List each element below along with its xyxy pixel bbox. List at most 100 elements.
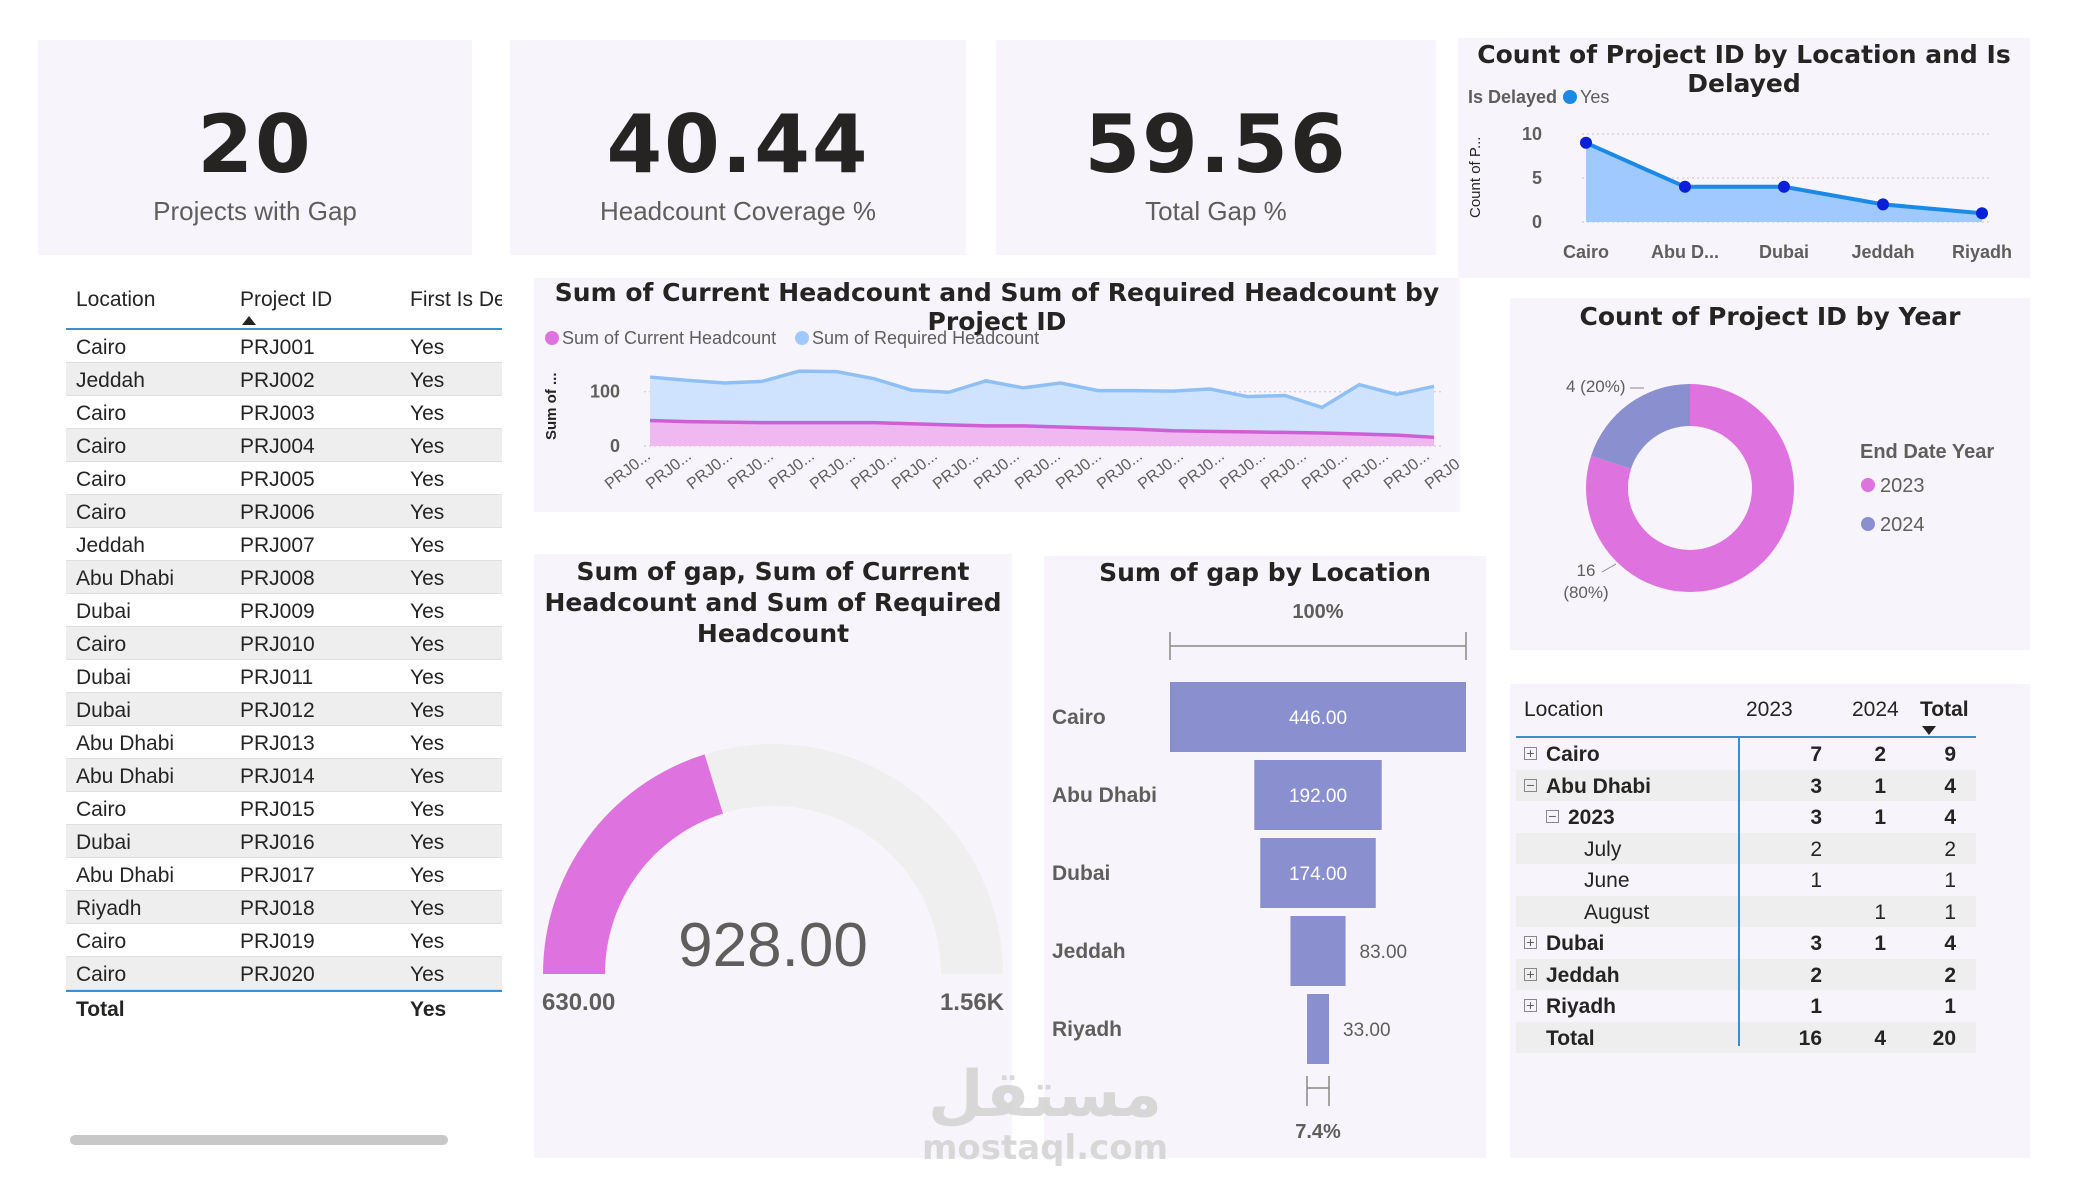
- y-axis-label: Sum of ...: [543, 373, 560, 441]
- table-row[interactable]: Cairo PRJ003 Yes: [66, 396, 502, 429]
- funnel-bar: [1290, 916, 1346, 986]
- table-row[interactable]: Dubai PRJ009 Yes: [66, 594, 502, 627]
- matrix-row[interactable]: July 2 2: [1516, 832, 1976, 864]
- cell-is-delayed: Yes: [410, 930, 445, 953]
- funnel-bar: [1170, 682, 1466, 752]
- x-tick-label: PRJ0...: [930, 447, 982, 493]
- table-row[interactable]: Abu Dhabi PRJ013 Yes: [66, 726, 502, 759]
- matrix-cell-v2024: 1: [1874, 932, 1886, 955]
- donut-label-2024: 4 (20%): [1566, 377, 1626, 396]
- table-row[interactable]: Cairo PRJ006 Yes: [66, 495, 502, 528]
- table-row[interactable]: Cairo PRJ019 Yes: [66, 924, 502, 957]
- table-row[interactable]: Abu Dhabi PRJ017 Yes: [66, 858, 502, 891]
- funnel-top-label: 100%: [1292, 601, 1343, 623]
- table-row[interactable]: Cairo PRJ015 Yes: [66, 792, 502, 825]
- matrix-cell-v2023: 2: [1810, 963, 1822, 987]
- x-tick-label: PRJ0...: [643, 447, 695, 493]
- expand-plus-icon[interactable]: +: [1524, 967, 1537, 981]
- x-tick-label: PRJ0...: [807, 447, 859, 493]
- cell-is-delayed: Yes: [410, 336, 445, 359]
- cell-project-id: PRJ008: [240, 567, 315, 590]
- delayed-chart: Is Delayed Yes Count of P... 10 5 0 Cairo Abu D…: [1467, 87, 2012, 262]
- expand-plus-icon[interactable]: +: [1524, 998, 1537, 1012]
- cell-project-id: PRJ003: [240, 402, 315, 425]
- matrix-cell-v2024: 2: [1874, 743, 1886, 766]
- cell-location: Dubai: [76, 699, 131, 722]
- matrix-row[interactable]: −2023 3 1 4: [1516, 801, 1976, 833]
- table-row[interactable]: Cairo PRJ005 Yes: [66, 462, 502, 495]
- col-header-project-id[interactable]: Project ID: [240, 288, 333, 311]
- cell-is-delayed: Yes: [410, 732, 445, 755]
- matrix-col-2023[interactable]: 2023: [1746, 698, 1793, 721]
- table-row[interactable]: Jeddah PRJ007 Yes: [66, 528, 502, 561]
- matrix-row[interactable]: − Abu Dhabi 3 1 4: [1516, 769, 1976, 801]
- funnel-value-label: 192.00: [1289, 786, 1347, 807]
- table-row[interactable]: Abu Dhabi PRJ008 Yes: [66, 561, 502, 594]
- kpi-value: 59.56: [1084, 98, 1348, 191]
- table-row[interactable]: Riyadh PRJ018 Yes: [66, 891, 502, 924]
- headcount-chart: Sum of Current Headcount Sum of Required …: [543, 328, 1460, 493]
- table-horizontal-scrollbar[interactable]: [70, 1135, 448, 1145]
- col-header-first-is-delayed[interactable]: First Is De: [410, 288, 502, 311]
- matrix-row[interactable]: June 1 1: [1516, 864, 1976, 896]
- delayed-chart-panel: Count of Project ID by Location and Is D…: [1458, 38, 2030, 278]
- matrix-cell-v2024: 4: [1874, 1026, 1886, 1050]
- cell-is-delayed: Yes: [410, 402, 445, 425]
- funnel-title: Sum of gap by Location: [1099, 558, 1431, 587]
- table-row[interactable]: Cairo PRJ004 Yes: [66, 429, 502, 462]
- matrix-row-label: Jeddah: [1546, 963, 1620, 987]
- table-row[interactable]: Abu Dhabi PRJ014 Yes: [66, 759, 502, 792]
- legend-entry: Yes: [1580, 87, 1609, 107]
- cell-project-id: PRJ002: [240, 369, 315, 392]
- table-row[interactable]: Cairo PRJ010 Yes: [66, 627, 502, 660]
- matrix-row[interactable]: August 1 1: [1516, 895, 1976, 927]
- x-tick-label: PRJ0...: [766, 447, 818, 493]
- funnel-value-label: 33.00: [1343, 1020, 1391, 1041]
- table-row[interactable]: Dubai PRJ016 Yes: [66, 825, 502, 858]
- x-tick-label: PRJ0...: [725, 447, 777, 493]
- data-point: [1580, 136, 1592, 149]
- table-row[interactable]: Cairo PRJ001 Yes: [66, 330, 502, 363]
- x-tick-label: PRJ0...: [1094, 447, 1146, 493]
- matrix-row[interactable]: + Cairo 7 2 9: [1516, 738, 1976, 770]
- matrix-row-label: August: [1584, 900, 1650, 924]
- matrix-row[interactable]: Total 16 4 20: [1516, 1021, 1976, 1053]
- matrix-table: Location 2023 2024 Total + Cairo 7 2 9− Abu D…: [1516, 690, 1976, 1053]
- cell-is-delayed: Yes: [410, 765, 445, 788]
- matrix-cell-total: 4: [1944, 774, 1956, 798]
- matrix-row[interactable]: + Jeddah 2 2: [1516, 958, 1976, 990]
- y-tick-label: 0: [1532, 212, 1542, 232]
- collapse-minus-icon[interactable]: −: [1546, 809, 1559, 823]
- x-tick-label: PRJ0...: [1217, 447, 1269, 493]
- legend-entry-required: Sum of Required Headcount: [812, 328, 1039, 348]
- cell-location: Cairo: [76, 468, 127, 491]
- funnel-chart: 100% Cairo 446.00 Abu Dhabi 192.00 Dubai 174.0…: [1052, 601, 1467, 1143]
- matrix-header: Location 2023 2024 Total: [1516, 690, 1976, 738]
- cell-is-delayed: Yes: [410, 468, 445, 491]
- col-header-location[interactable]: Location: [76, 288, 156, 311]
- cell-project-id: PRJ001: [240, 336, 315, 359]
- cell-is-delayed: Yes: [410, 567, 445, 590]
- matrix-cell-v2024: 1: [1874, 774, 1886, 798]
- matrix-cell-total: 1: [1944, 995, 1956, 1018]
- kpi-value: 20: [197, 98, 313, 191]
- table-row[interactable]: Jeddah PRJ002 Yes: [66, 363, 502, 396]
- table-row[interactable]: Dubai PRJ012 Yes: [66, 693, 502, 726]
- matrix-cell-total: 1: [1944, 900, 1956, 924]
- x-tick-label: PRJ0...: [971, 447, 1023, 493]
- matrix-col-location[interactable]: Location: [1524, 698, 1604, 721]
- matrix-col-2024[interactable]: 2024: [1852, 698, 1899, 721]
- matrix-col-total[interactable]: Total: [1920, 698, 1969, 721]
- matrix-row[interactable]: + Riyadh 1 1: [1516, 990, 1976, 1022]
- kpi-label: Total Gap %: [1145, 196, 1287, 226]
- cell-is-delayed: Yes: [410, 633, 445, 656]
- expand-plus-icon[interactable]: +: [1524, 746, 1537, 760]
- collapse-minus-icon[interactable]: −: [1524, 778, 1537, 792]
- cell-location: Cairo: [76, 963, 127, 986]
- legend-entry: 2023: [1880, 475, 1925, 497]
- expand-plus-icon[interactable]: +: [1524, 935, 1537, 949]
- table-row[interactable]: Dubai PRJ011 Yes: [66, 660, 502, 693]
- cell-is-delayed: Yes: [410, 369, 445, 392]
- matrix-row[interactable]: + Dubai 3 1 4: [1516, 927, 1976, 959]
- table-row[interactable]: Cairo PRJ020 Yes: [66, 957, 502, 990]
